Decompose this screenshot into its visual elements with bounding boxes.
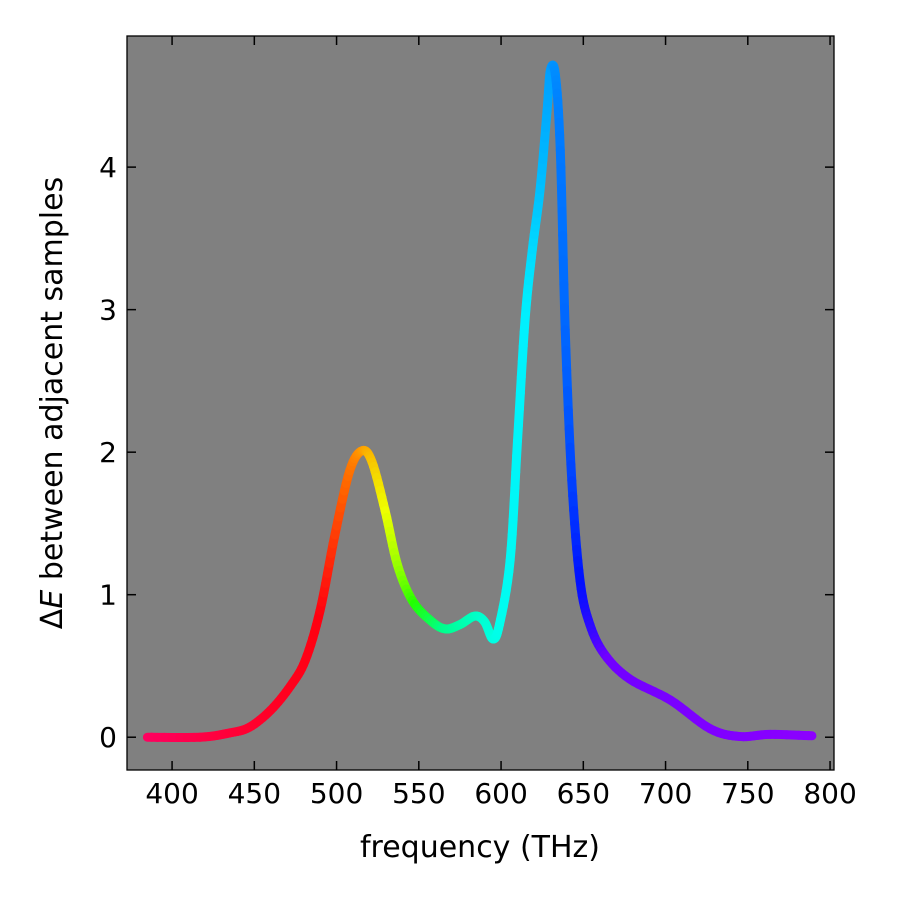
y-tick-label: 2 [99,436,117,469]
y-tick-label: 0 [99,721,117,754]
y-axis-label: ΔE between adjacent samples [35,177,70,629]
x-tick-label: 750 [721,777,774,810]
x-tick-label: 700 [639,777,692,810]
x-tick-label: 650 [557,777,610,810]
y-tick-label: 1 [99,579,117,612]
y-tick-label: 4 [99,151,117,184]
x-axis-label: frequency (THz) [360,830,600,865]
x-tick-label: 500 [310,777,363,810]
plot-background [127,36,834,770]
x-tick-label: 400 [145,777,198,810]
x-tick-label: 450 [228,777,281,810]
x-tick-label: 600 [474,777,527,810]
y-tick-label: 3 [99,294,117,327]
x-tick-label: 550 [392,777,445,810]
x-tick-label: 800 [803,777,856,810]
